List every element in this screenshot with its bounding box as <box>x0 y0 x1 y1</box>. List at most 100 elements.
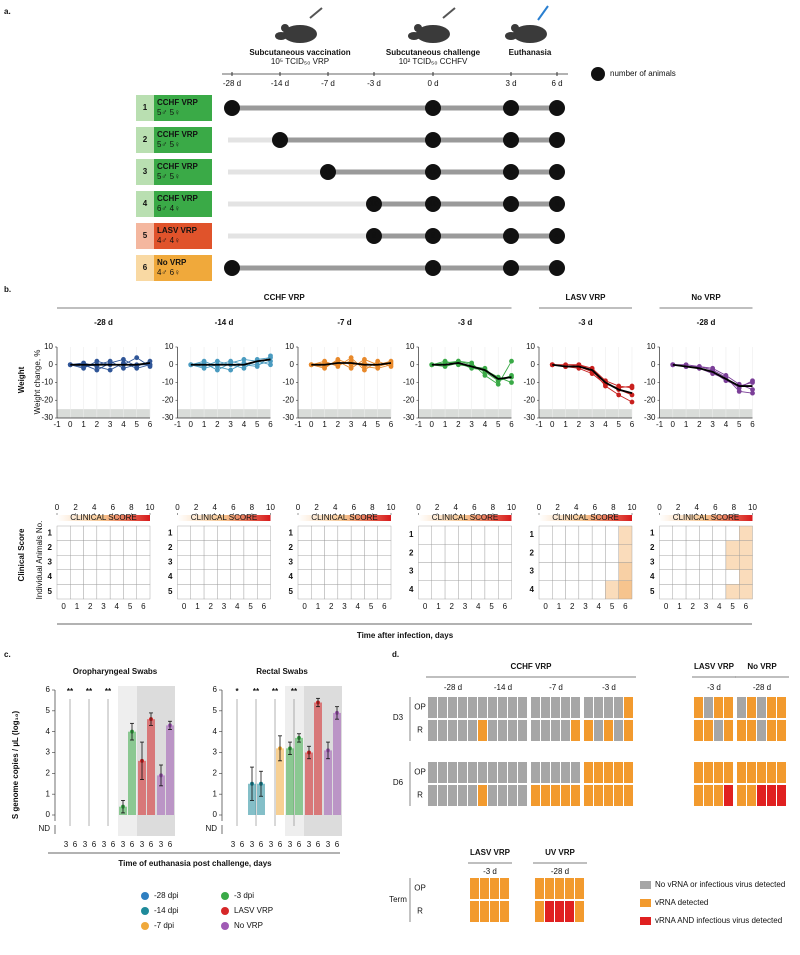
count-node <box>549 164 565 180</box>
x-tick-label: 6 <box>141 602 146 611</box>
data-point <box>442 358 448 364</box>
count-label: 10 <box>370 199 379 208</box>
row-label: 4 <box>289 572 294 581</box>
legend-marker <box>221 907 229 915</box>
y-tick-label: 6 <box>213 685 218 694</box>
x-tick-label: 2 <box>215 420 220 429</box>
status-cell <box>694 720 703 741</box>
group-name-box <box>154 191 212 217</box>
score-cell <box>350 555 365 571</box>
x-tick-label: 3 <box>250 840 255 849</box>
bar <box>305 752 313 815</box>
status-cell <box>458 720 467 741</box>
data-point <box>362 357 367 362</box>
score-cell <box>109 584 124 600</box>
status-cell <box>565 878 574 899</box>
score-cell <box>605 544 619 563</box>
count-label: 10 <box>228 263 237 272</box>
status-cell <box>777 697 786 718</box>
score-cell <box>712 540 727 556</box>
x-tick-label: 3 <box>326 840 331 849</box>
data-point <box>134 355 140 361</box>
y-tick-label: -20 <box>403 395 415 404</box>
column-label: -3 d <box>707 683 721 692</box>
panel-subtitle: -14 d <box>215 318 234 327</box>
colorbar-tick-label: 0 <box>537 503 542 512</box>
x-tick-label: 3 <box>140 840 145 849</box>
status-cell <box>704 697 713 718</box>
status-cell <box>767 720 776 741</box>
colorbar <box>539 515 632 521</box>
x-tick-label: 6 <box>268 420 273 429</box>
status-cell <box>624 762 633 783</box>
x-tick-label: 5 <box>248 602 253 611</box>
colorbar-tick-label: 6 <box>713 503 718 512</box>
data-point <box>201 365 207 371</box>
status-cell <box>767 697 776 718</box>
x-tick-label: 4 <box>242 420 247 429</box>
x-tick-label: 0 <box>430 420 435 429</box>
score-cell <box>364 569 378 585</box>
score-cell <box>243 525 258 541</box>
stage-title: Euthanasia <box>509 48 552 57</box>
score-cell <box>458 580 472 600</box>
row-label: 3 <box>530 567 535 576</box>
data-point <box>549 362 555 368</box>
status-cell <box>531 762 540 783</box>
row-label: 1 <box>48 528 53 537</box>
score-cell <box>364 540 378 556</box>
significance: ** <box>291 687 298 696</box>
y-tick-label: 0 <box>49 360 54 369</box>
score-cell <box>203 525 218 541</box>
significance: ** <box>67 687 74 696</box>
count-label: 10 <box>429 167 438 176</box>
y-tick-label: 1 <box>213 789 218 798</box>
data-point <box>348 365 354 371</box>
x-tick-label: 3 <box>590 420 595 429</box>
shaded-band <box>539 409 632 418</box>
colorbar-tick-label: 10 <box>266 503 275 512</box>
row-label: 1 <box>530 530 535 539</box>
x-tick-label: 5 <box>616 420 621 429</box>
status-cell <box>498 785 507 806</box>
bar <box>157 775 165 815</box>
day-label: D3 <box>393 713 404 722</box>
x-tick-label: 0 <box>309 420 314 429</box>
data-point <box>81 365 86 371</box>
group-id-box <box>136 95 154 121</box>
bar <box>295 737 303 815</box>
y-tick-label: 3 <box>213 748 218 757</box>
data-point <box>375 365 381 371</box>
group-id: 2 <box>143 135 148 144</box>
x-tick-label: 1 <box>677 602 682 611</box>
y-tick-label: 4 <box>213 727 218 736</box>
colorbar-tick-label: 0 <box>416 503 421 512</box>
y-tick-label: -20 <box>41 395 53 404</box>
score-cell <box>311 569 325 585</box>
score-cell <box>377 540 392 556</box>
score-cell <box>659 569 673 585</box>
panel-label: a. <box>4 7 11 16</box>
status-cell <box>478 785 487 806</box>
status-cell <box>571 720 580 741</box>
count-label: 5 <box>509 263 514 272</box>
x-tick-label: 6 <box>509 420 514 429</box>
score-cell <box>364 525 378 541</box>
colorbar-label: CLINICAL SCORE <box>191 513 257 522</box>
count-node <box>425 100 441 116</box>
group-id-box <box>136 159 154 185</box>
score-cell <box>578 544 593 563</box>
y-tick-label: 0 <box>169 360 174 369</box>
data-point <box>228 367 234 373</box>
row-label: 3 <box>409 567 414 576</box>
data-point <box>723 373 729 378</box>
nd-label: ND <box>205 824 217 833</box>
x-tick-label: 3 <box>288 840 293 849</box>
x-tick-label: 5 <box>128 602 133 611</box>
score-cell <box>217 569 231 585</box>
status-cell <box>714 697 723 718</box>
x-tick-label: 1 <box>436 602 441 611</box>
y-tick-label: -20 <box>523 395 535 404</box>
shaded-band <box>298 409 391 418</box>
score-cell <box>350 540 365 556</box>
